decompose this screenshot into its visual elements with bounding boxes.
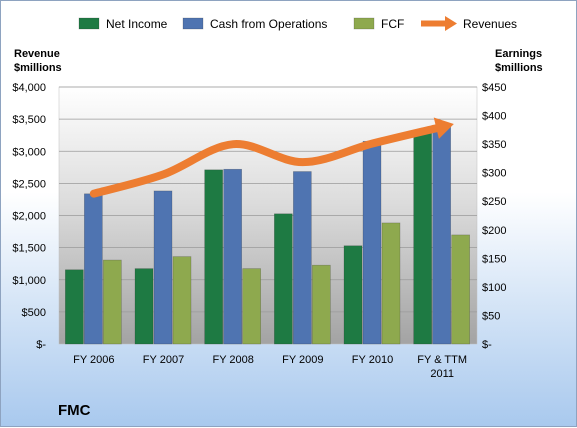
bar-cash-from-operations (223, 168, 242, 345)
bar-net-income (204, 169, 223, 345)
category-label: FY & TTM (417, 354, 467, 366)
bar-net-income (413, 129, 432, 345)
left-tick-label: $1,500 (12, 243, 46, 255)
bar-net-income (274, 213, 293, 345)
chart-title: FMC (58, 402, 91, 419)
legend-label-net-income: Net Income (106, 17, 168, 31)
left-tick-label: $- (36, 339, 46, 351)
right-axis-title-line1: Earnings (495, 48, 542, 60)
left-tick-label: $2,000 (12, 211, 46, 223)
left-tick-label: $4,000 (12, 82, 46, 94)
legend-label-revenues: Revenues (463, 17, 517, 31)
bar-cash-from-operations (432, 124, 451, 345)
bar-cash-from-operations (293, 171, 312, 345)
revenue-line-arrowhead (433, 117, 454, 139)
legend-swatch-cash-from-operations (182, 17, 204, 30)
right-tick-label: $300 (482, 168, 506, 180)
right-tick-label: $200 (482, 225, 506, 237)
category-label: FY 2009 (282, 354, 323, 366)
category-label: FY 2010 (352, 354, 393, 366)
bar-cash-from-operations (153, 190, 173, 345)
legend-arrow-icon (445, 16, 457, 31)
legend: Net Income Cash from Operations FCF Revenue… (78, 16, 517, 31)
legend-label-fcf: FCF (381, 17, 404, 31)
category-label: FY 2008 (212, 354, 253, 366)
right-tick-label: $100 (482, 282, 506, 294)
right-tick-label: $400 (482, 111, 506, 123)
bar-fcf (242, 268, 261, 345)
bar-fcf (103, 259, 122, 345)
right-tick-label: $350 (482, 139, 506, 151)
right-axis-title-line2: $millions (495, 62, 543, 74)
left-axis-ticks: $- $500 $1,000 $1,500 $2,000 $2,500 $3,000 $3,5… (12, 82, 46, 351)
bar-net-income (134, 268, 154, 345)
right-axis-ticks: $- $50 $100 $150 $200 $250 $300 $350 $400 $450 (482, 82, 506, 351)
right-tick-label: $- (482, 339, 492, 351)
bar-fcf (451, 234, 470, 345)
left-tick-label: $1,000 (12, 275, 46, 287)
category-labels: FY 2006 FY 2007 FY 2008 FY 2009 FY 2010 FY & … (73, 354, 467, 380)
category-label: 2011 (430, 368, 454, 380)
right-tick-label: $450 (482, 82, 506, 94)
right-tick-label: $50 (482, 310, 500, 322)
bar-net-income (65, 269, 84, 345)
left-tick-label: $3,500 (12, 114, 46, 126)
bar-fcf (172, 256, 192, 345)
left-tick-label: $2,500 (12, 178, 46, 190)
bar-cash-from-operations (362, 140, 382, 345)
left-tick-label: $500 (22, 307, 46, 319)
revenue-line-layer (89, 117, 454, 198)
bar-fcf (381, 222, 401, 345)
category-label: FY 2007 (143, 354, 184, 366)
bars (65, 124, 470, 345)
legend-swatch-fcf (353, 17, 375, 30)
right-tick-label: $150 (482, 253, 506, 265)
bar-fcf (312, 264, 331, 345)
bar-cash-from-operations (84, 193, 103, 345)
category-label: FY 2006 (73, 354, 114, 366)
left-axis-title-line1: Revenue (14, 48, 60, 60)
legend-swatch-net-income (78, 17, 100, 30)
legend-label-cash-from-operations: Cash from Operations (210, 17, 327, 31)
left-axis-title-line2: $millions (14, 62, 62, 74)
bar-net-income (343, 245, 363, 345)
right-tick-label: $250 (482, 196, 506, 208)
left-tick-label: $3,000 (12, 146, 46, 158)
revenue-line (89, 122, 447, 198)
